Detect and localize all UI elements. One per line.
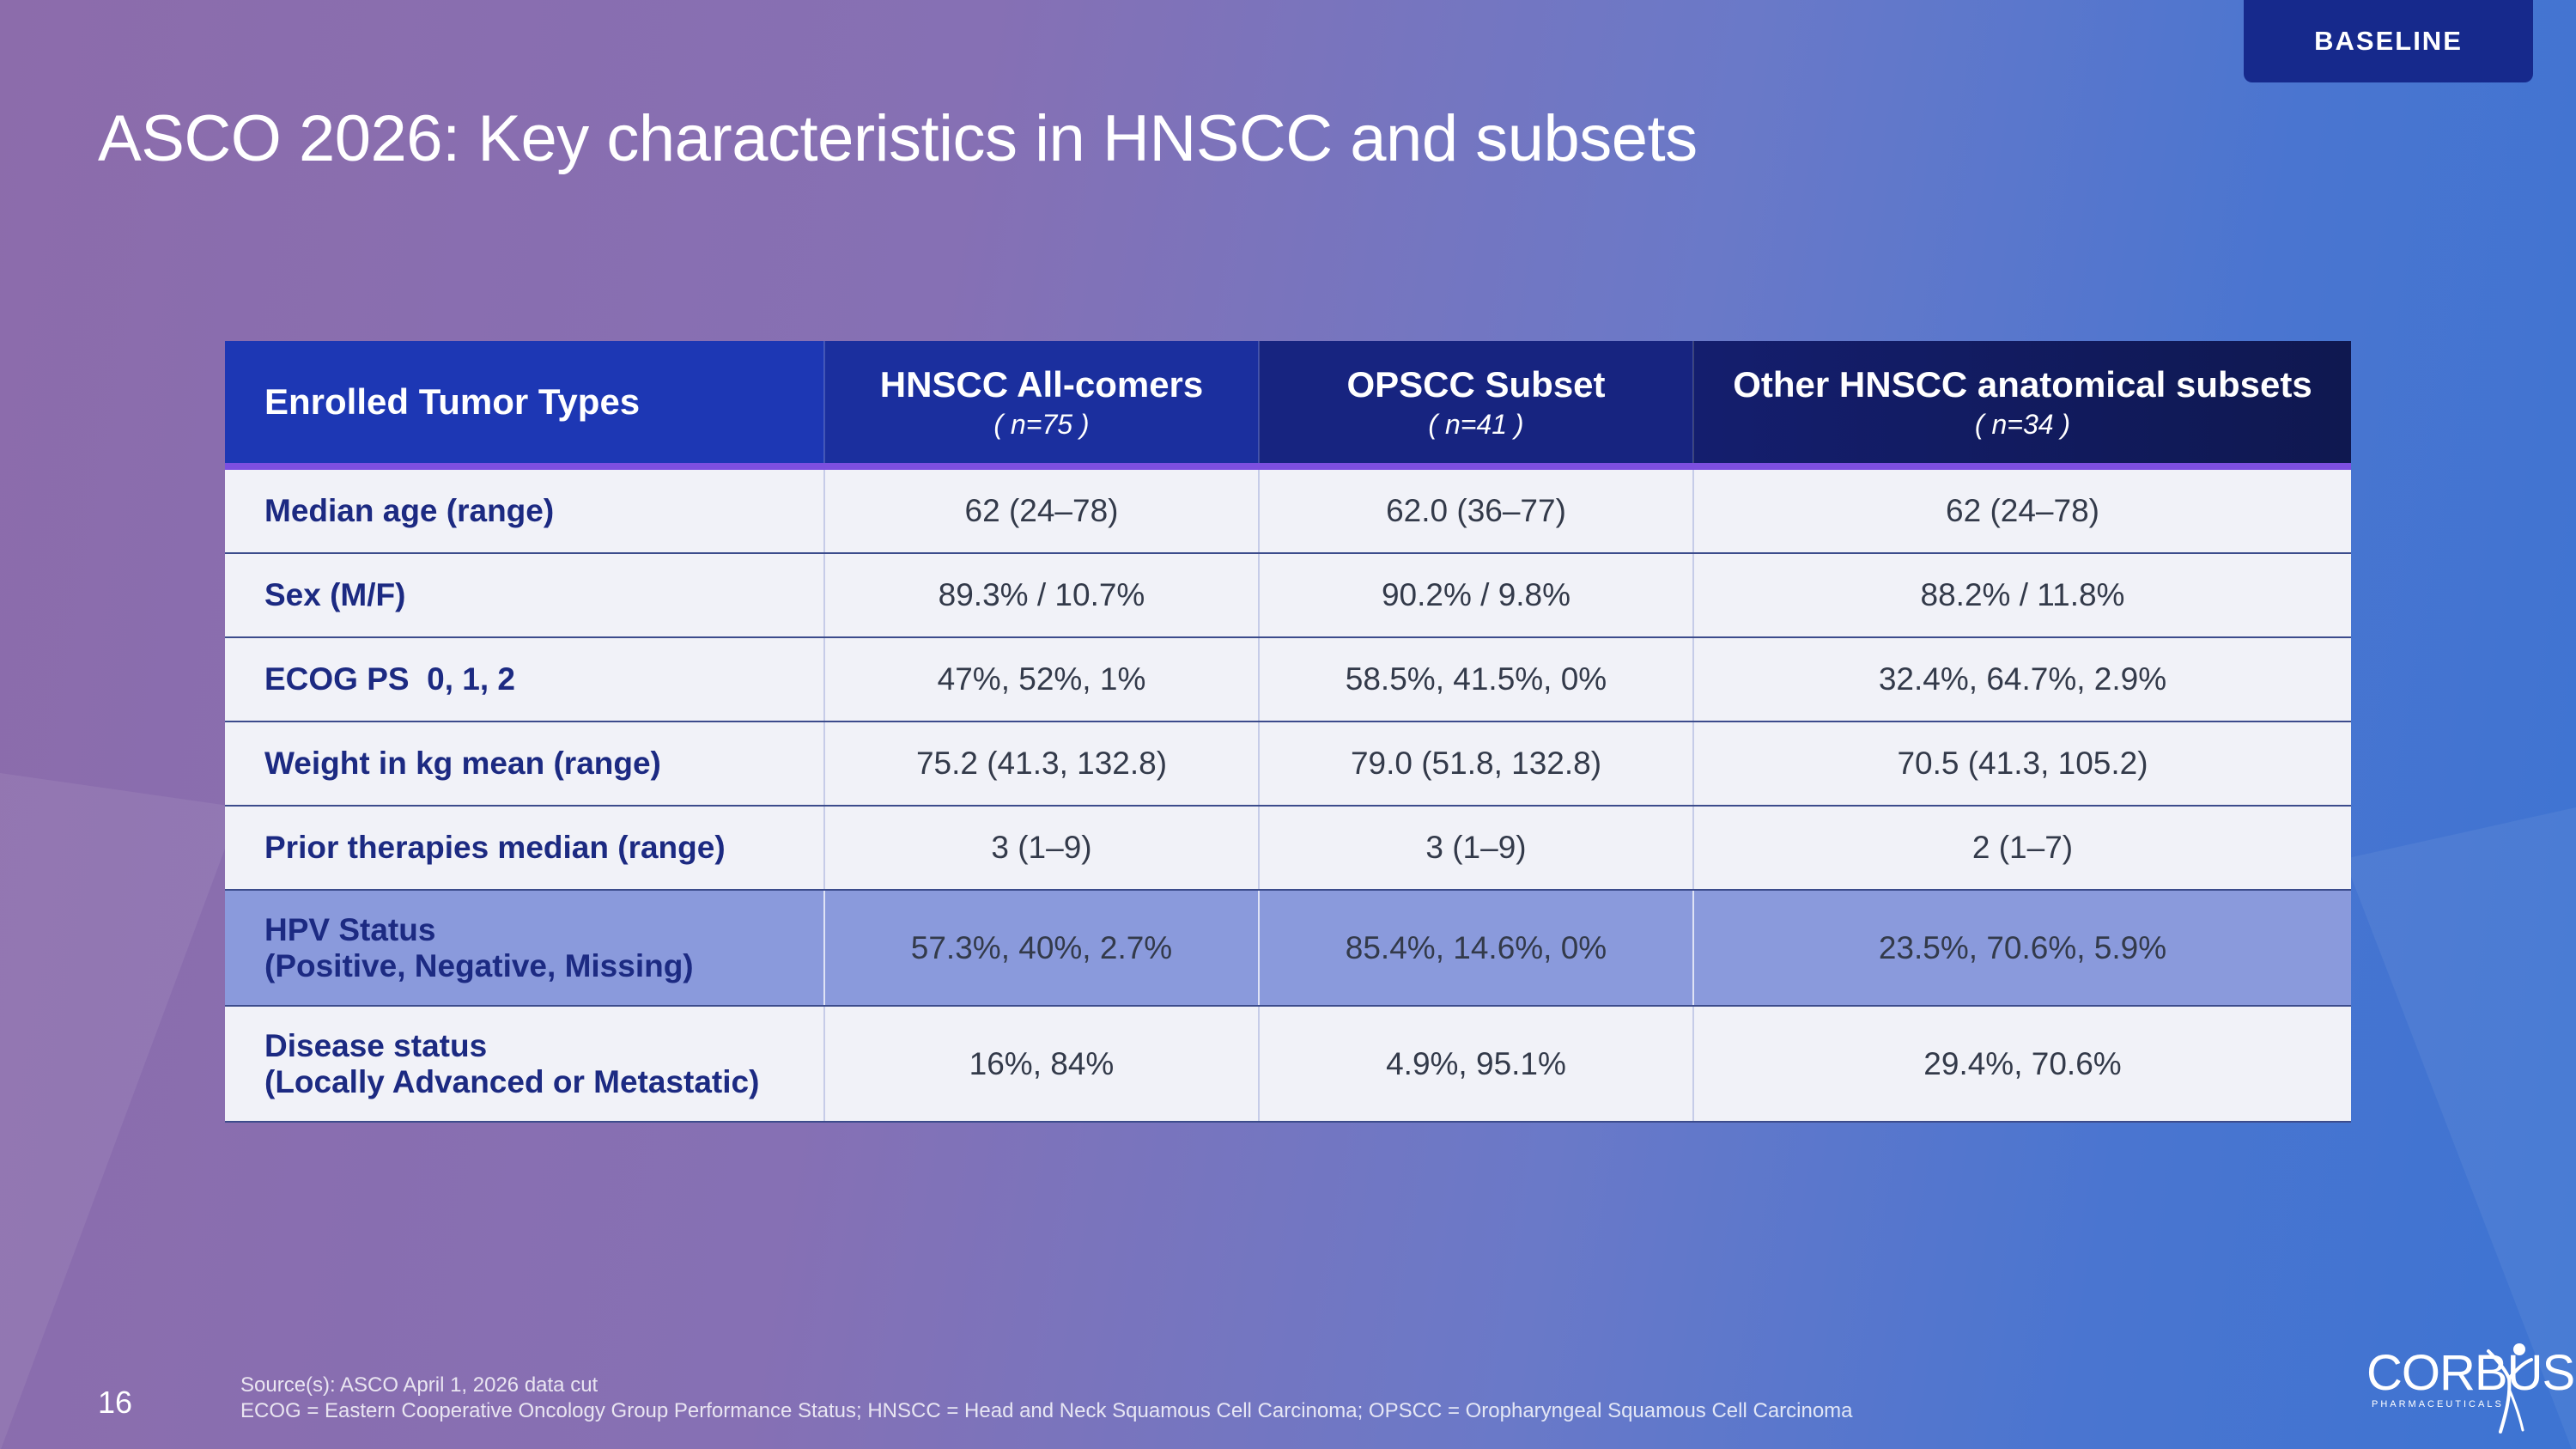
row-label: ECOG PS 0, 1, 2 bbox=[225, 637, 824, 722]
table-row: Weight in kg mean (range) 75.2 (41.3, 13… bbox=[225, 721, 2351, 807]
abbreviations-note: ECOG = Eastern Cooperative Oncology Grou… bbox=[240, 1399, 1853, 1422]
background-facet bbox=[2344, 807, 2576, 1449]
header-cell-hnscc: HNSCC All-comers ( n=75 ) bbox=[823, 341, 1259, 470]
table-cell: 58.5%, 41.5%, 0% bbox=[1258, 637, 1693, 722]
table-row: Prior therapies median (range) 3 (1–9) 3… bbox=[225, 806, 2351, 891]
row-label-line: (Locally Advanced or Metastatic) bbox=[264, 1063, 760, 1099]
column-n: ( n=41 ) bbox=[1428, 408, 1524, 440]
table-cell: 57.3%, 40%, 2.7% bbox=[823, 890, 1259, 1007]
table-cell: 2 (1–7) bbox=[1692, 806, 2351, 891]
row-label-line: HPV Status bbox=[264, 911, 436, 947]
table-cell: 62 (24–78) bbox=[823, 466, 1259, 554]
source-note: Source(s): ASCO April 1, 2026 data cut bbox=[240, 1373, 598, 1397]
row-label: HPV Status (Positive, Negative, Missing) bbox=[225, 890, 824, 1007]
table-cell: 88.2% / 11.8% bbox=[1692, 553, 2351, 638]
header-cell-opscc: OPSCC Subset ( n=41 ) bbox=[1258, 341, 1693, 470]
header-cell-other-subsets: Other HNSCC anatomical subsets ( n=34 ) bbox=[1692, 341, 2351, 470]
page-number: 16 bbox=[98, 1385, 133, 1420]
table-cell: 62 (24–78) bbox=[1692, 466, 2351, 554]
column-n: ( n=34 ) bbox=[1974, 408, 2071, 440]
background-facet bbox=[0, 773, 240, 1449]
table-cell: 89.3% / 10.7% bbox=[823, 553, 1259, 638]
table-cell: 4.9%, 95.1% bbox=[1258, 1006, 1693, 1123]
slide-title: ASCO 2026: Key characteristics in HNSCC … bbox=[98, 102, 1698, 175]
table-cell: 23.5%, 70.6%, 5.9% bbox=[1692, 890, 2351, 1007]
table-cell: 70.5 (41.3, 105.2) bbox=[1692, 721, 2351, 807]
table-cell: 16%, 84% bbox=[823, 1006, 1259, 1123]
column-label: Other HNSCC anatomical subsets bbox=[1733, 363, 2312, 405]
column-n: ( n=75 ) bbox=[993, 408, 1090, 440]
table-cell: 29.4%, 70.6% bbox=[1692, 1006, 2351, 1123]
corbus-logo: CORBUS PHARMACEUTICALS bbox=[2363, 1336, 2575, 1434]
table-row: ECOG PS 0, 1, 2 47%, 52%, 1% 58.5%, 41.5… bbox=[225, 637, 2351, 722]
column-label: HNSCC All-comers bbox=[879, 363, 1204, 405]
table-cell: 32.4%, 64.7%, 2.9% bbox=[1692, 637, 2351, 722]
row-label: Disease status (Locally Advanced or Meta… bbox=[225, 1006, 824, 1123]
column-label: OPSCC Subset bbox=[1346, 363, 1606, 405]
logo-wordmark: CORBUS bbox=[2366, 1345, 2575, 1401]
row-label-line: (Positive, Negative, Missing) bbox=[264, 947, 694, 983]
table-cell: 62.0 (36–77) bbox=[1258, 466, 1693, 554]
row-label: Sex (M/F) bbox=[225, 553, 824, 638]
header-cell-tumor-types: Enrolled Tumor Types bbox=[225, 341, 824, 470]
table-header-row: Enrolled Tumor Types HNSCC All-comers ( … bbox=[225, 341, 2351, 470]
row-label: Weight in kg mean (range) bbox=[225, 721, 824, 807]
characteristics-table: Enrolled Tumor Types HNSCC All-comers ( … bbox=[225, 341, 2351, 1123]
table-cell: 85.4%, 14.6%, 0% bbox=[1258, 890, 1693, 1007]
table-cell: 90.2% / 9.8% bbox=[1258, 553, 1693, 638]
row-label: Median age (range) bbox=[225, 466, 824, 554]
table-cell: 75.2 (41.3, 132.8) bbox=[823, 721, 1259, 807]
table-cell: 79.0 (51.8, 132.8) bbox=[1258, 721, 1693, 807]
footnotes: Source(s): ASCO April 1, 2026 data cut E… bbox=[240, 1373, 1853, 1424]
table-cell: 47%, 52%, 1% bbox=[823, 637, 1259, 722]
table-row: Sex (M/F) 89.3% / 10.7% 90.2% / 9.8% 88.… bbox=[225, 553, 2351, 638]
row-label-line: Disease status bbox=[264, 1027, 488, 1063]
table-cell: 3 (1–9) bbox=[1258, 806, 1693, 891]
table-row-highlighted: HPV Status (Positive, Negative, Missing)… bbox=[225, 890, 2351, 1007]
row-label: Prior therapies median (range) bbox=[225, 806, 824, 891]
table-cell: 3 (1–9) bbox=[823, 806, 1259, 891]
table-row: Disease status (Locally Advanced or Meta… bbox=[225, 1006, 2351, 1123]
running-figure-icon bbox=[2487, 1343, 2533, 1434]
baseline-badge: BASELINE bbox=[2244, 0, 2533, 82]
logo-tagline: PHARMACEUTICALS bbox=[2372, 1399, 2504, 1409]
table-row: Median age (range) 62 (24–78) 62.0 (36–7… bbox=[225, 466, 2351, 554]
